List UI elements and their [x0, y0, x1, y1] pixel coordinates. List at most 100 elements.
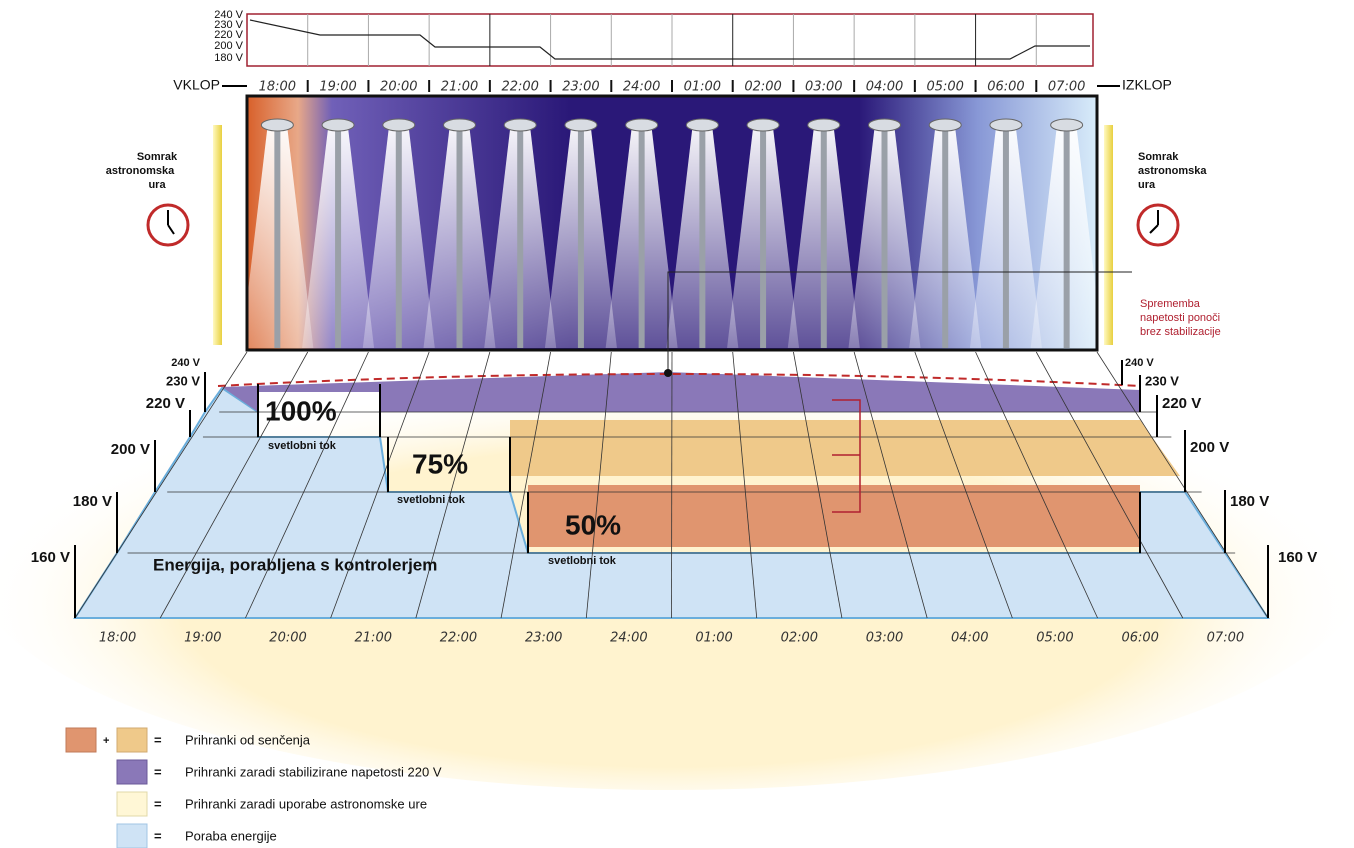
level-caption: svetlobni tok: [397, 494, 466, 506]
lamp-pole: [882, 130, 888, 348]
legend-swatch: [117, 792, 147, 816]
hour-label: 06:00: [987, 80, 1024, 95]
legend-equals: =: [154, 828, 162, 843]
hour-label: 01:00: [695, 631, 732, 646]
legend-equals: =: [154, 796, 162, 811]
scale-label: 200 V: [214, 40, 243, 52]
voltage-label: 180 V: [73, 493, 112, 510]
hour-label: 05:00: [1036, 631, 1073, 646]
lamp-head: [504, 119, 536, 131]
lamp-pole: [821, 130, 827, 348]
dimming-savings: [510, 420, 1180, 476]
level-percent: 100%: [265, 395, 337, 426]
voltage-label: 220 V: [146, 395, 185, 412]
hour-label: 23:00: [562, 80, 599, 95]
voltage-label: 240 V: [1125, 357, 1154, 369]
dusk-label: Somrak: [1138, 151, 1179, 163]
energy-label: Energija, porabljena s kontrolerjem: [153, 555, 437, 574]
hour-label: 01:00: [684, 80, 721, 95]
hour-label: 02:00: [781, 631, 818, 646]
lamp-head: [322, 119, 354, 131]
voltage-label: 160 V: [1278, 549, 1317, 566]
lamp-pole: [517, 130, 523, 348]
dusk-label: astronomska: [1138, 165, 1207, 177]
hour-label: 24:00: [610, 631, 647, 646]
lamp-pole: [760, 130, 766, 348]
voltage-label: 200 V: [1190, 439, 1229, 456]
voltage-label: 160 V: [31, 549, 70, 566]
hour-label: 04:00: [951, 631, 988, 646]
grid-line: [672, 352, 673, 618]
lamp-head: [929, 119, 961, 131]
legend-swatch: [117, 824, 147, 848]
voltage-label: 240 V: [171, 357, 200, 369]
note: Sprememba: [1140, 298, 1201, 310]
lamp-pole: [699, 130, 705, 348]
hour-label: 20:00: [269, 631, 306, 646]
hour-label: 21:00: [355, 631, 392, 646]
hour-label: 07:00: [1048, 80, 1085, 95]
legend-swatch: [66, 728, 96, 752]
lamp-head: [747, 119, 779, 131]
voltage-label: 230 V: [1145, 373, 1179, 388]
switch-on: VKLOP: [173, 77, 220, 93]
hour-label: 21:00: [441, 80, 478, 95]
level-percent: 75%: [412, 448, 468, 479]
voltage-label: 200 V: [111, 441, 150, 458]
voltage-label: 180 V: [1230, 493, 1269, 510]
hour-label: 19:00: [319, 80, 356, 95]
diagram: 18:00 19:00 20:00 21:00 22:00 23:00 24:00 01:00…: [0, 0, 1354, 848]
hour-label: 05:00: [926, 80, 963, 95]
legend-swatch: [117, 760, 147, 784]
hour-label: 19:00: [184, 631, 221, 646]
lamp-head: [626, 119, 658, 131]
hour-label: 02:00: [744, 80, 781, 95]
hour-label: 03:00: [866, 631, 903, 646]
level-caption: svetlobni tok: [268, 440, 337, 452]
dusk-label: ura: [1138, 179, 1156, 191]
dusk-label: ura: [148, 179, 166, 191]
lamp-head: [990, 119, 1022, 131]
switch-off: IZKLOP: [1122, 77, 1172, 93]
legend-text: Prihranki zaradi uporabe astronomske ure: [185, 796, 427, 811]
lamp-pole: [1064, 130, 1070, 348]
hour-label: 18:00: [259, 80, 296, 95]
lamp-pole: [942, 130, 948, 348]
legend-equals: =: [154, 732, 162, 747]
hour-label: 20:00: [380, 80, 417, 95]
legend-swatch: [117, 728, 147, 752]
dusk-label: astronomska: [106, 165, 175, 177]
voltage-box: [247, 14, 1093, 66]
dusk-label: Somrak: [137, 151, 178, 163]
clock: [148, 205, 188, 245]
legend-equals: =: [154, 764, 162, 779]
hour-label: 07:00: [1207, 631, 1244, 646]
hour-label: 24:00: [623, 80, 660, 95]
level-percent: 50%: [565, 509, 621, 540]
clock: [1138, 205, 1178, 245]
note-dot: [664, 369, 672, 377]
hour-label: 22:00: [501, 80, 538, 95]
lamp-pole: [578, 130, 584, 348]
note: napetosti ponoči: [1140, 312, 1220, 324]
lamp-pole: [457, 130, 463, 348]
hour-label: 06:00: [1121, 631, 1158, 646]
legend-plus: +: [103, 735, 109, 747]
lamp-head: [261, 119, 293, 131]
lamp-pole: [1003, 130, 1009, 348]
voltage-label: 220 V: [1162, 395, 1201, 412]
hour-label: 18:00: [99, 631, 136, 646]
note: brez stabilizacije: [1140, 326, 1221, 338]
lamp-pole: [335, 130, 341, 348]
legend-text: Prihranki od senčenja: [185, 732, 311, 747]
legend-text: Poraba energije: [185, 828, 277, 843]
lamp-pole: [639, 130, 645, 348]
level-caption: svetlobni tok: [548, 555, 617, 567]
pole: [213, 125, 222, 345]
lamp-pole: [274, 130, 280, 348]
scale-label: 180 V: [214, 52, 243, 64]
pole: [1104, 125, 1113, 345]
lamp-head: [383, 119, 415, 131]
hour-label: 23:00: [525, 631, 562, 646]
lamp-head: [565, 119, 597, 131]
